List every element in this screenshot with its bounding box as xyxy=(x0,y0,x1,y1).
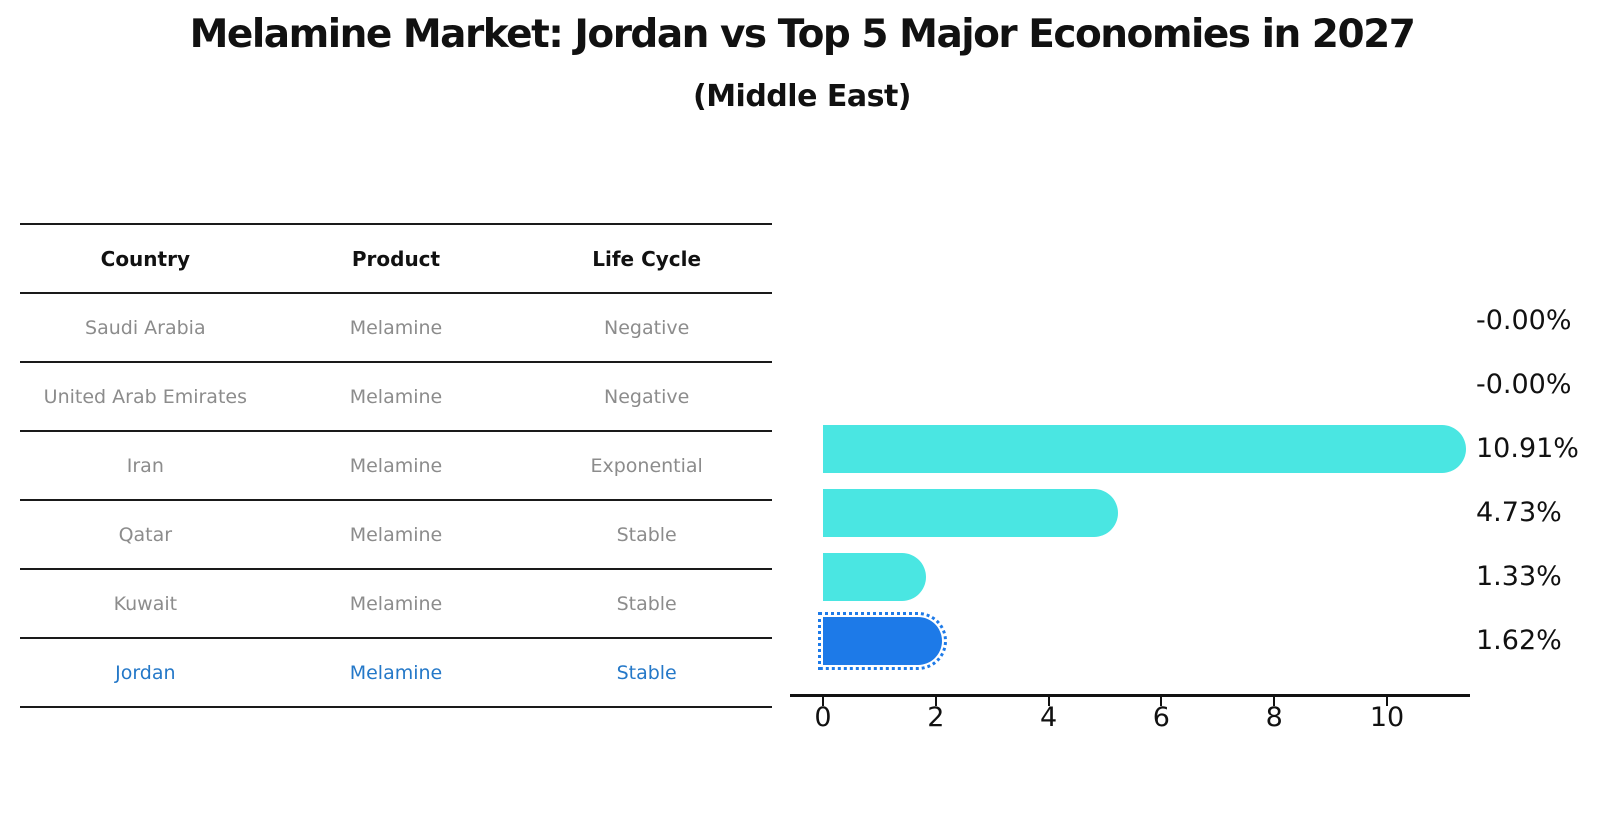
bar-value-label: 1.62% xyxy=(1476,625,1562,656)
table-row: Kuwait Melamine Stable xyxy=(20,568,772,638)
x-axis-tick-label: 6 xyxy=(1152,702,1170,733)
cell-country: United Arab Emirates xyxy=(20,361,271,431)
table-row: Qatar Melamine Stable xyxy=(20,499,772,569)
x-axis-tick-label: 0 xyxy=(814,702,832,733)
x-axis-tick xyxy=(934,697,937,706)
x-axis-tick-label: 2 xyxy=(927,702,945,733)
table-row: Saudi Arabia Melamine Negative xyxy=(20,292,772,362)
cell-product: Melamine xyxy=(270,292,522,362)
country-table: Country Product Life Cycle Saudi Arabia … xyxy=(20,223,772,708)
bar-value-label: 4.73% xyxy=(1476,497,1562,528)
cell-product: Melamine xyxy=(270,637,522,708)
cell-country: Saudi Arabia xyxy=(20,292,271,362)
x-axis-tick xyxy=(1047,697,1050,706)
x-axis-tick-label: 4 xyxy=(1040,702,1058,733)
cell-product: Melamine xyxy=(270,499,522,569)
bar-qatar xyxy=(823,489,1118,537)
cell-life-cycle: Stable xyxy=(521,637,772,708)
cell-life-cycle: Stable xyxy=(521,568,772,638)
bar-kuwait xyxy=(823,553,926,601)
table-header-row: Country Product Life Cycle xyxy=(20,223,772,293)
cell-product: Melamine xyxy=(270,430,522,500)
cell-product: Melamine xyxy=(270,361,522,431)
table-row: Iran Melamine Exponential xyxy=(20,430,772,500)
table-row: Jordan Melamine Stable xyxy=(20,637,772,708)
x-axis-tick-label: 8 xyxy=(1265,702,1283,733)
x-axis-tick-label: 10 xyxy=(1369,702,1405,733)
cell-country: Qatar xyxy=(20,499,271,569)
cell-product: Melamine xyxy=(270,568,522,638)
bar-iran xyxy=(823,425,1467,473)
bar-value-label: 1.33% xyxy=(1476,561,1562,592)
bar-highlight-jordan xyxy=(817,612,948,670)
bar-value-label: -0.00% xyxy=(1476,305,1572,336)
column-header-country: Country xyxy=(20,223,271,293)
cell-country: Jordan xyxy=(20,637,271,708)
cell-life-cycle: Stable xyxy=(521,499,772,569)
bar-value-label: 10.91% xyxy=(1476,433,1579,464)
chart-title: Melamine Market: Jordan vs Top 5 Major E… xyxy=(189,12,1416,57)
table-row: United Arab Emirates Melamine Negative xyxy=(20,361,772,431)
cell-life-cycle: Exponential xyxy=(521,430,772,500)
column-header-life-cycle: Life Cycle xyxy=(521,223,772,293)
x-axis-spine xyxy=(790,694,1470,697)
cell-country: Iran xyxy=(20,430,271,500)
cell-life-cycle: Negative xyxy=(521,292,772,362)
chart-subtitle: (Middle East) xyxy=(692,79,912,114)
x-axis-tick xyxy=(1386,697,1388,706)
bar-value-label: -0.00% xyxy=(1476,369,1572,400)
x-axis-tick xyxy=(1273,697,1276,706)
x-axis-tick xyxy=(822,697,824,706)
cell-life-cycle: Negative xyxy=(521,361,772,431)
x-axis-tick xyxy=(1160,697,1163,706)
column-header-product: Product xyxy=(270,223,522,293)
cell-country: Kuwait xyxy=(20,568,271,638)
